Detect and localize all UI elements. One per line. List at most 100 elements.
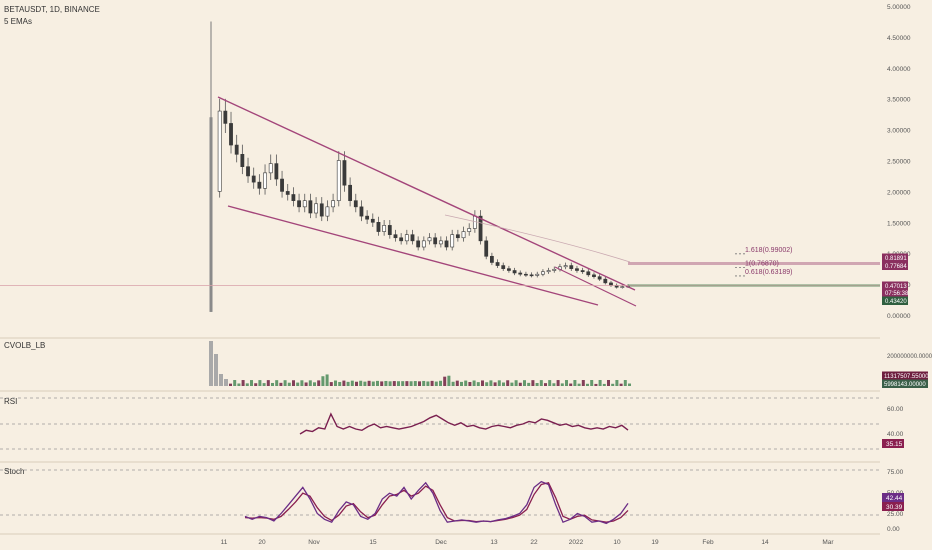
right-axis-background — [880, 0, 932, 550]
volume-bar — [384, 380, 388, 386]
candle-body — [314, 203, 318, 214]
candle-body — [359, 206, 364, 217]
price-axis[interactable]: 5.00000 4.50000 4.00000 3.50000 3.00000 2.500… — [882, 4, 932, 533]
volume-bar — [313, 382, 316, 386]
time-tick-label: 2022 — [569, 539, 584, 546]
volume-bar — [581, 380, 585, 386]
candle-body — [535, 273, 540, 276]
volume-bar — [544, 383, 547, 386]
volume-bar — [569, 383, 573, 386]
candle-body — [461, 231, 466, 239]
stoch-k-line — [244, 480, 629, 525]
volume-bar — [518, 382, 522, 386]
volume-bar — [397, 381, 400, 386]
price-tick-label: 3.50000 — [887, 97, 911, 104]
volume-bar — [493, 382, 497, 386]
volume-bar — [376, 380, 379, 386]
volume-bar — [552, 383, 556, 386]
volume-bar — [233, 380, 237, 386]
upper-trendline[interactable] — [217, 96, 636, 291]
volume-bar — [346, 381, 350, 386]
volume-bar — [317, 380, 321, 386]
volume-bar — [556, 380, 560, 386]
candle-body — [234, 144, 239, 155]
volume-bar — [350, 380, 354, 386]
candle-body — [563, 265, 568, 268]
candle-body — [404, 234, 409, 242]
volume-bar — [405, 381, 409, 386]
stoch-axis-tag — [882, 502, 904, 511]
volume-bar — [468, 382, 472, 386]
volume-bar — [472, 380, 476, 386]
stoch-pane: Stoch — [0, 467, 880, 525]
candle-body — [370, 218, 375, 223]
candle-body — [257, 181, 262, 189]
fib-level-label: 0.618(0.63189) — [745, 269, 792, 276]
volume-bar — [527, 382, 531, 386]
cvol-tick-label: 200000000.00000 — [887, 354, 932, 360]
candle-body — [569, 265, 574, 269]
time-axis[interactable]: 11 20 Nov 15 Dec 13 22 2022 10 19 Feb 14 Mar — [221, 539, 835, 546]
volume-bar — [271, 382, 274, 386]
candle-body — [472, 215, 477, 229]
price-tick-label: 1.50000 — [887, 220, 911, 227]
volume-bar — [266, 380, 270, 386]
price-tick-label: 0.00000 — [887, 313, 911, 320]
cvol-axis-tag-text: 11317507.55000 — [884, 374, 929, 380]
candle-body — [489, 255, 494, 263]
candle-body — [342, 160, 347, 186]
rsi-axis-tag-text: 35.15 — [886, 441, 903, 448]
volume-bar — [334, 380, 337, 386]
volume-bar — [418, 381, 421, 386]
volume-bar — [363, 381, 367, 386]
stoch-axis-tag-text: 42.44 — [886, 495, 903, 502]
symbol-title: BETAUSDT, 1D, BINANCE — [4, 5, 100, 14]
candle-body — [427, 237, 432, 242]
volume-bar — [245, 383, 249, 386]
price-axis-tag-text: 0.81891 — [885, 256, 907, 262]
support-trendline[interactable] — [554, 266, 637, 307]
volume-bar — [451, 381, 455, 386]
stoch-tick-label: 75.00 — [887, 469, 904, 476]
volume-bar — [485, 382, 489, 386]
candle-body — [297, 200, 301, 208]
price-tick-label: 4.50000 — [887, 35, 911, 42]
price-tick-label: 2.00000 — [887, 189, 911, 196]
cvol-axis-tag-text: 5998143.00000 — [884, 382, 926, 388]
candle-body — [229, 123, 233, 146]
volume-bar — [308, 380, 312, 386]
candle-body — [450, 234, 455, 248]
volume-bar — [548, 380, 552, 386]
volume-bar — [388, 381, 392, 386]
price-axis-tag-text: 07:56:38 — [885, 291, 909, 297]
candle-body — [399, 237, 404, 242]
candle-body — [376, 222, 381, 232]
candle-body — [274, 163, 279, 180]
volume-bar — [392, 381, 396, 386]
time-tick-label: 13 — [490, 539, 498, 546]
candle-body — [467, 228, 472, 232]
candle-body — [586, 271, 591, 276]
candle-body — [484, 240, 489, 257]
cvol-pane: CVOLB_LB — [4, 341, 631, 386]
rsi-pane: RSI — [0, 397, 880, 450]
volume-bar — [413, 381, 417, 386]
rsi-axis-tag — [882, 439, 904, 448]
volume-bar — [329, 382, 333, 386]
volume-bar — [502, 382, 505, 386]
cvol-axis-tag — [882, 371, 928, 380]
candle-body — [410, 234, 415, 242]
lower-trendline[interactable] — [227, 205, 599, 306]
listing-candle — [209, 117, 213, 312]
candle-body — [609, 282, 613, 286]
price-tick-label: 4.00000 — [887, 66, 911, 73]
volume-bar — [539, 380, 543, 386]
candle-body — [251, 175, 256, 183]
volume-bar — [300, 380, 304, 386]
candle-body — [217, 110, 222, 192]
price-axis-tag — [882, 253, 908, 262]
volume-bar — [262, 383, 266, 386]
candle-body — [524, 273, 528, 276]
fib-level-label: 1(0.76870) — [745, 260, 779, 267]
candle-body — [495, 262, 500, 266]
